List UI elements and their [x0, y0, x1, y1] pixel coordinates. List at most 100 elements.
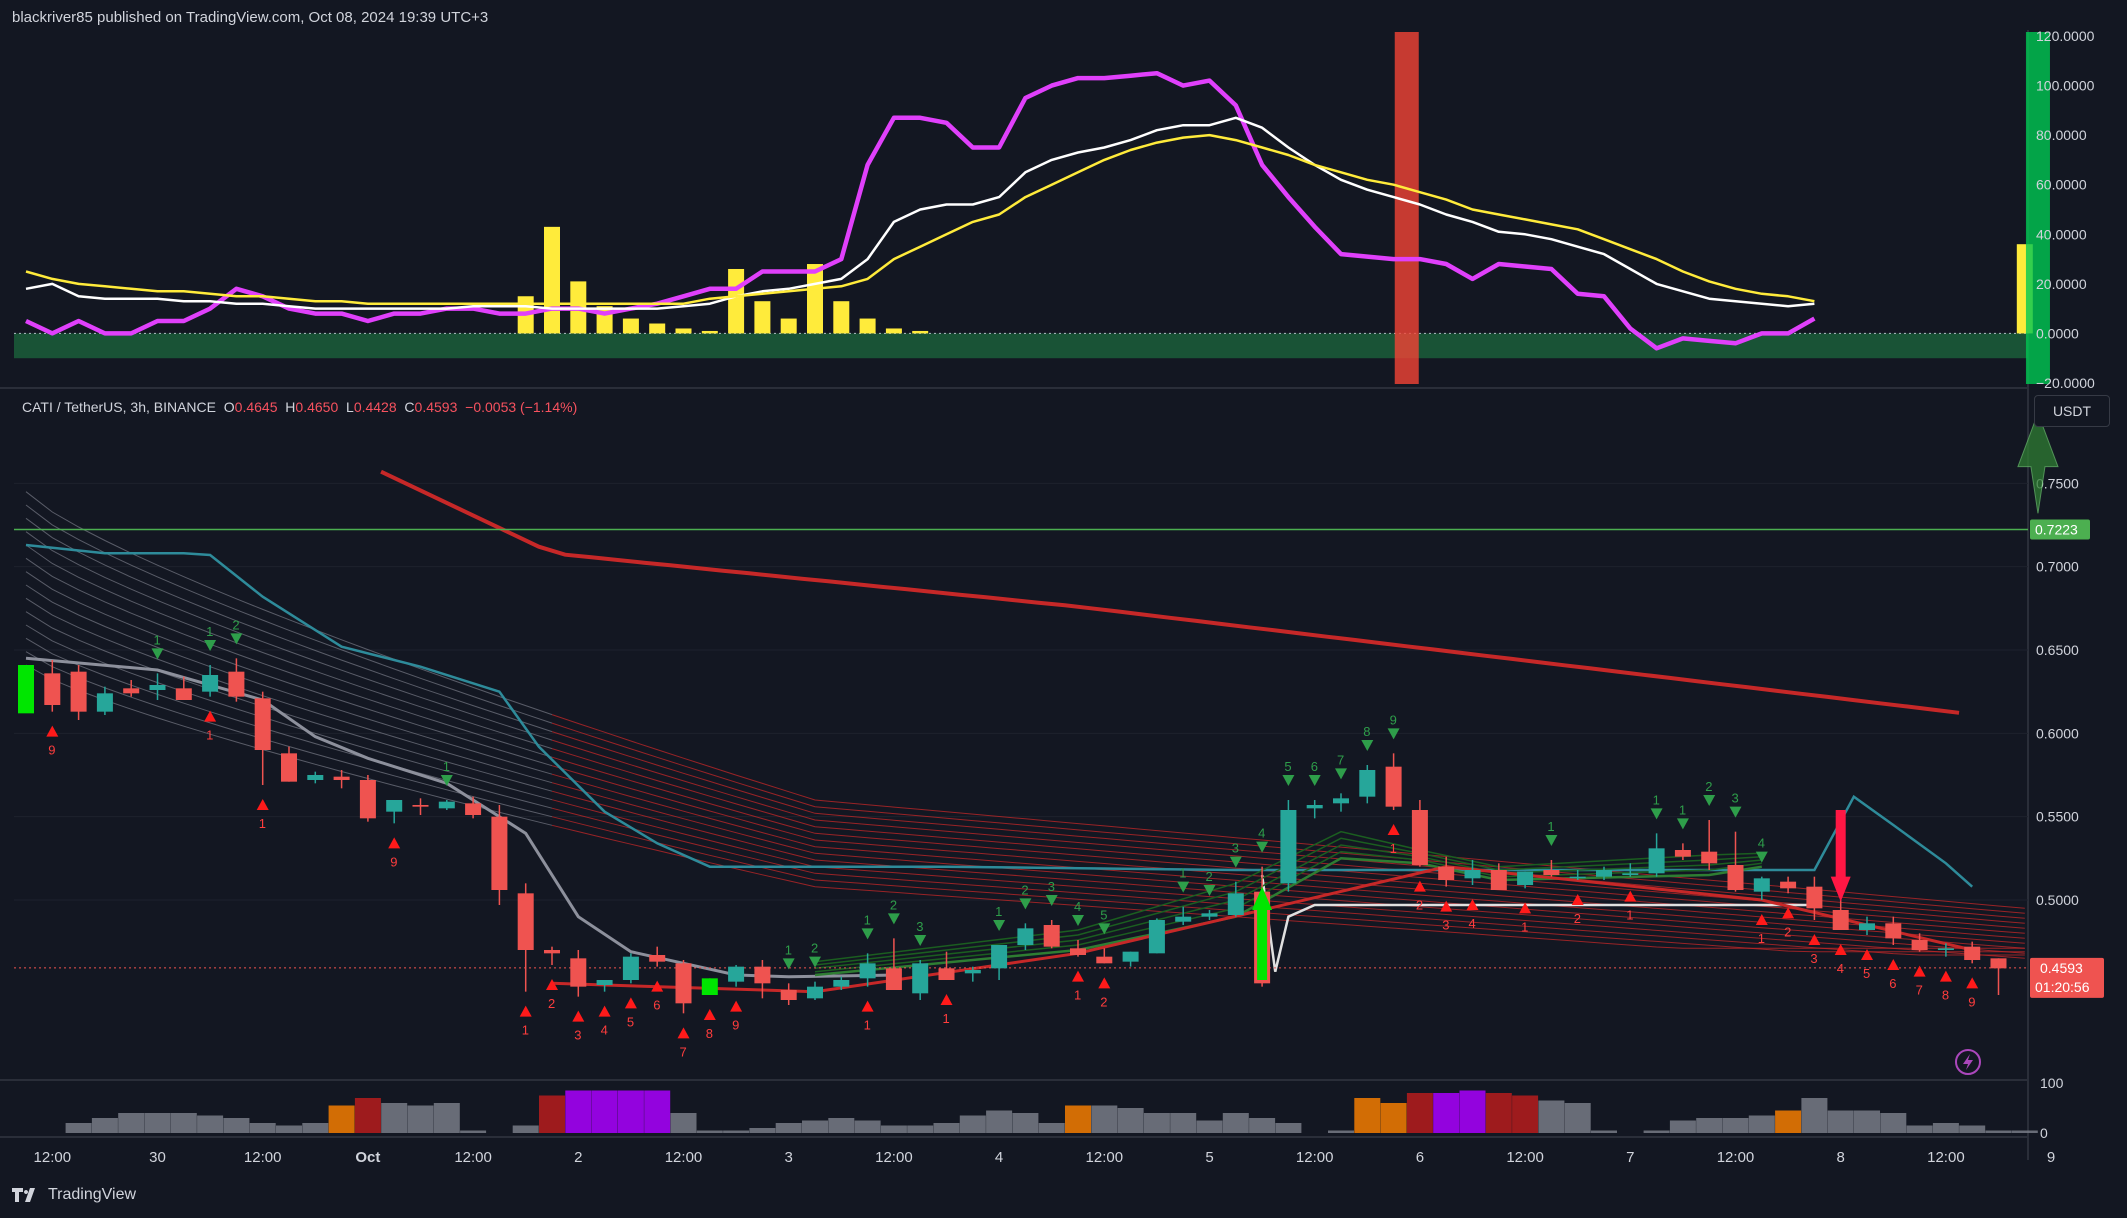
- candle-body: [149, 685, 166, 690]
- count-up-triangle: [993, 920, 1006, 931]
- volume-bar: [118, 1113, 145, 1133]
- count-up-triangle: [809, 956, 821, 968]
- count-down-triangle: [1755, 914, 1768, 925]
- count-down-triangle: [1782, 907, 1795, 919]
- oscillator-tick-label: 60.0000: [2036, 177, 2087, 193]
- count-up-number: 8: [1363, 724, 1370, 739]
- count-down-number: 1: [522, 1023, 529, 1038]
- ribbon-line-red: [551, 816, 2025, 953]
- candle-body: [1990, 958, 2007, 969]
- count-down-number: 1: [1758, 931, 1765, 946]
- count-down-number: 7: [1916, 983, 1923, 998]
- count-down-triangle: [1413, 880, 1426, 892]
- volume-bar: [959, 1115, 986, 1133]
- time-tick-label: 4: [995, 1149, 1003, 1166]
- ribbon-line-grey: [25, 491, 553, 716]
- count-down-triangle: [1098, 977, 1111, 989]
- candle-body: [1464, 870, 1481, 879]
- count-up-triangle: [1335, 768, 1347, 780]
- candle-body: [649, 955, 666, 962]
- histogram-bar: [780, 318, 797, 334]
- count-down-number: 4: [601, 1023, 608, 1038]
- price-tick-label: 0.5000: [2036, 892, 2079, 908]
- count-down-triangle: [519, 1005, 532, 1017]
- count-up-triangle: [1098, 923, 1111, 935]
- candle-body: [1648, 848, 1665, 874]
- candle-body: [885, 968, 902, 990]
- candle-body: [44, 673, 61, 705]
- count-down-number: 2: [548, 996, 555, 1011]
- time-tick-label: 12:00: [875, 1149, 913, 1166]
- time-axis: 12:00 30 12:00 Oct 12:00 2 12:00 3 12:00 4 12:00 5 1…: [0, 1136, 2055, 1166]
- volume-bar: [249, 1123, 276, 1133]
- breakdown-arrow: [1830, 810, 1851, 902]
- count-up-number: 5: [1100, 907, 1107, 922]
- count-up-triangle: [782, 958, 795, 970]
- count-up-number: 3: [1232, 841, 1239, 856]
- volume-bar: [65, 1123, 92, 1133]
- count-down-triangle: [1072, 970, 1084, 982]
- volume-bar: [1696, 1118, 1723, 1133]
- volume-bar: [828, 1118, 855, 1133]
- candle-body: [754, 966, 771, 984]
- count-down-number: 1: [259, 816, 266, 831]
- candle-body: [1122, 951, 1139, 962]
- time-tick-label: 12:00: [1927, 1149, 1965, 1166]
- ribbon-line-grey: [25, 504, 553, 724]
- count-down-number: 9: [732, 1018, 739, 1033]
- volume-bar: [2011, 1130, 2038, 1133]
- count-up-number: 6: [1311, 759, 1318, 774]
- volume-bar: [1380, 1103, 1407, 1133]
- candle-body: [517, 893, 534, 950]
- volume-bar: [749, 1128, 776, 1133]
- volume-bar: [696, 1130, 723, 1133]
- count-up-triangle: [1177, 881, 1190, 893]
- histogram-bar: [754, 301, 771, 334]
- count-up-number: 1: [443, 759, 450, 774]
- ribbon-line-grey: [25, 611, 553, 792]
- count-up-number: 5: [1284, 759, 1291, 774]
- count-down-triangle: [598, 1005, 611, 1017]
- count-down-number: 1: [1626, 908, 1633, 923]
- volume-bar: [197, 1115, 224, 1133]
- low-label: L: [346, 399, 354, 415]
- candle-body: [1411, 810, 1428, 865]
- count-up-triangle: [1545, 835, 1558, 846]
- count-down-number: 9: [390, 854, 397, 869]
- volume-bar: [1932, 1123, 1959, 1133]
- count-up-number: 2: [811, 941, 818, 956]
- currency-button[interactable]: USDT: [2034, 395, 2110, 427]
- volume-bar: [1591, 1130, 1617, 1133]
- count-down-triangle: [1887, 959, 1900, 970]
- candle-body: [1148, 920, 1165, 954]
- oscillator-tick-label: −20.0000: [2036, 375, 2095, 391]
- candle-body: [1070, 948, 1086, 955]
- volume-panel: 100 0: [0, 1075, 2064, 1141]
- candle-body: [491, 816, 508, 890]
- candle-body: [70, 671, 87, 712]
- volume-bar: [539, 1095, 565, 1133]
- count-down-triangle: [940, 994, 953, 1005]
- candle-body: [1780, 881, 1797, 889]
- volume-bar: [1985, 1130, 2012, 1133]
- candle-body: [1175, 916, 1192, 922]
- histogram-bar: [701, 330, 718, 334]
- count-up-triangle: [1282, 775, 1295, 786]
- candle-body: [175, 688, 192, 700]
- volume-bar: [723, 1130, 750, 1133]
- count-down-number: 8: [706, 1026, 713, 1041]
- volume-bar: [460, 1130, 487, 1133]
- count-down-number: 9: [1968, 994, 1975, 1009]
- count-up-number: 1: [1179, 866, 1186, 881]
- count-down-triangle: [572, 1010, 585, 1022]
- time-tick-label: 5: [1205, 1149, 1213, 1166]
- histogram-bar: [807, 264, 823, 334]
- count-down-number: 3: [574, 1028, 581, 1043]
- volume-bar: [1512, 1095, 1539, 1133]
- candle-body: [807, 986, 823, 999]
- volume-bar: [1328, 1130, 1354, 1133]
- candle-body: [859, 963, 876, 979]
- candle-body: [1674, 850, 1691, 857]
